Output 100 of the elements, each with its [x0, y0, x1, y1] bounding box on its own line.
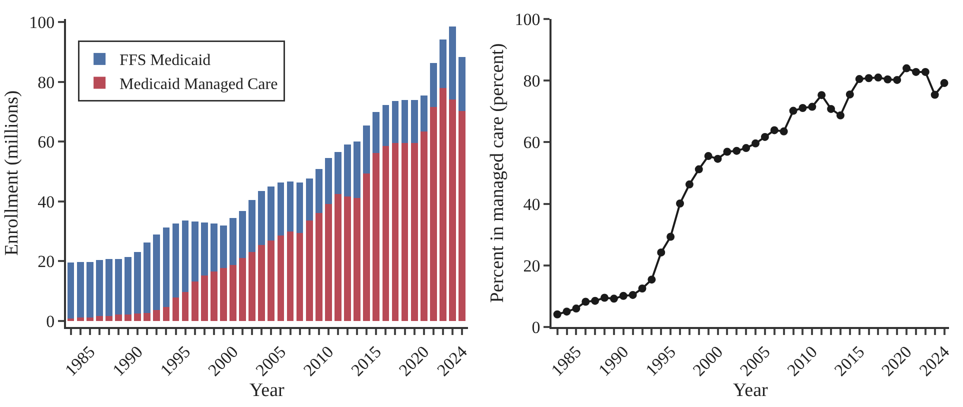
- x-axis-title: Year: [732, 380, 769, 402]
- point: [760, 132, 769, 141]
- y-tick-label: 80: [38, 72, 55, 92]
- bar: [106, 258, 112, 316]
- bar: [334, 152, 342, 194]
- y-tick-label: 100: [29, 12, 55, 32]
- point: [685, 180, 694, 188]
- point: [666, 232, 675, 241]
- bar: [134, 252, 142, 314]
- bar: [76, 318, 84, 322]
- point: [884, 75, 892, 84]
- point: [780, 127, 788, 136]
- point: [827, 104, 836, 113]
- point: [553, 310, 562, 318]
- bar: [258, 245, 266, 322]
- bar: [286, 232, 294, 322]
- bar: [200, 276, 208, 322]
- bar: [344, 196, 351, 322]
- bar: [258, 191, 266, 246]
- bar: [200, 222, 208, 276]
- bar: [306, 220, 313, 322]
- bar: [401, 143, 408, 322]
- legend-label: FFS Medicaid: [120, 52, 211, 70]
- point: [752, 139, 760, 148]
- bar: [449, 26, 456, 100]
- bar: [144, 242, 151, 313]
- bar: [86, 317, 94, 322]
- point: [921, 68, 930, 76]
- bar: [420, 95, 428, 132]
- bar: [153, 310, 160, 322]
- y-tick-label: 80: [523, 72, 540, 91]
- bar: [191, 282, 198, 322]
- bar: [86, 262, 94, 318]
- legend-label: Medicaid Managed Care: [120, 76, 278, 93]
- point: [723, 148, 732, 156]
- point: [732, 146, 741, 155]
- y-tick-label: 20: [523, 256, 540, 276]
- bar: [363, 125, 370, 174]
- bar: [296, 232, 304, 322]
- bar: [106, 316, 112, 322]
- point: [836, 111, 844, 120]
- point: [582, 298, 590, 306]
- bar: [392, 100, 399, 144]
- bar: [268, 240, 275, 322]
- bar: [182, 220, 189, 292]
- y-tick-label: 40: [38, 192, 55, 212]
- point: [912, 68, 920, 76]
- point: [864, 74, 873, 82]
- point: [902, 64, 911, 72]
- point: [798, 104, 807, 112]
- bar: [268, 186, 275, 240]
- bar: [458, 110, 466, 322]
- bar: [220, 226, 227, 268]
- point: [657, 248, 666, 256]
- y-tick-label: 60: [38, 132, 55, 152]
- point: [940, 79, 948, 88]
- bar: [172, 224, 180, 298]
- bar: [172, 298, 180, 322]
- bar: [182, 292, 189, 322]
- bar: [124, 257, 132, 315]
- bar: [382, 105, 390, 146]
- point: [619, 292, 628, 300]
- y-axis-title: Enrollment (millions): [1, 90, 22, 256]
- bar: [458, 56, 466, 111]
- y-tick-label: 0: [532, 318, 540, 337]
- bar: [210, 224, 218, 272]
- point: [628, 290, 637, 299]
- point: [789, 106, 798, 115]
- bar: [363, 174, 370, 322]
- bar: [248, 200, 256, 252]
- point: [638, 284, 646, 292]
- bar: [96, 260, 103, 316]
- point: [591, 296, 600, 305]
- point: [562, 308, 571, 316]
- bar: [420, 131, 428, 322]
- bar: [76, 262, 84, 318]
- point: [648, 276, 656, 284]
- point: [694, 165, 703, 174]
- bar: [392, 143, 399, 322]
- bar: [354, 198, 360, 322]
- bar: [277, 182, 284, 236]
- bar: [334, 194, 342, 322]
- point: [714, 154, 722, 163]
- bar: [162, 306, 170, 322]
- bar: [67, 262, 74, 319]
- bar: [344, 144, 351, 196]
- bar: [220, 268, 227, 322]
- bar: [440, 88, 446, 322]
- point: [610, 294, 618, 303]
- point: [874, 74, 882, 82]
- point: [930, 90, 939, 99]
- bar: [401, 100, 408, 144]
- bar: [382, 146, 390, 322]
- bar: [354, 141, 360, 198]
- point: [770, 126, 778, 134]
- point: [704, 152, 712, 160]
- bar: [315, 212, 322, 322]
- bar: [191, 222, 198, 282]
- point: [855, 75, 864, 84]
- bar: [210, 272, 218, 322]
